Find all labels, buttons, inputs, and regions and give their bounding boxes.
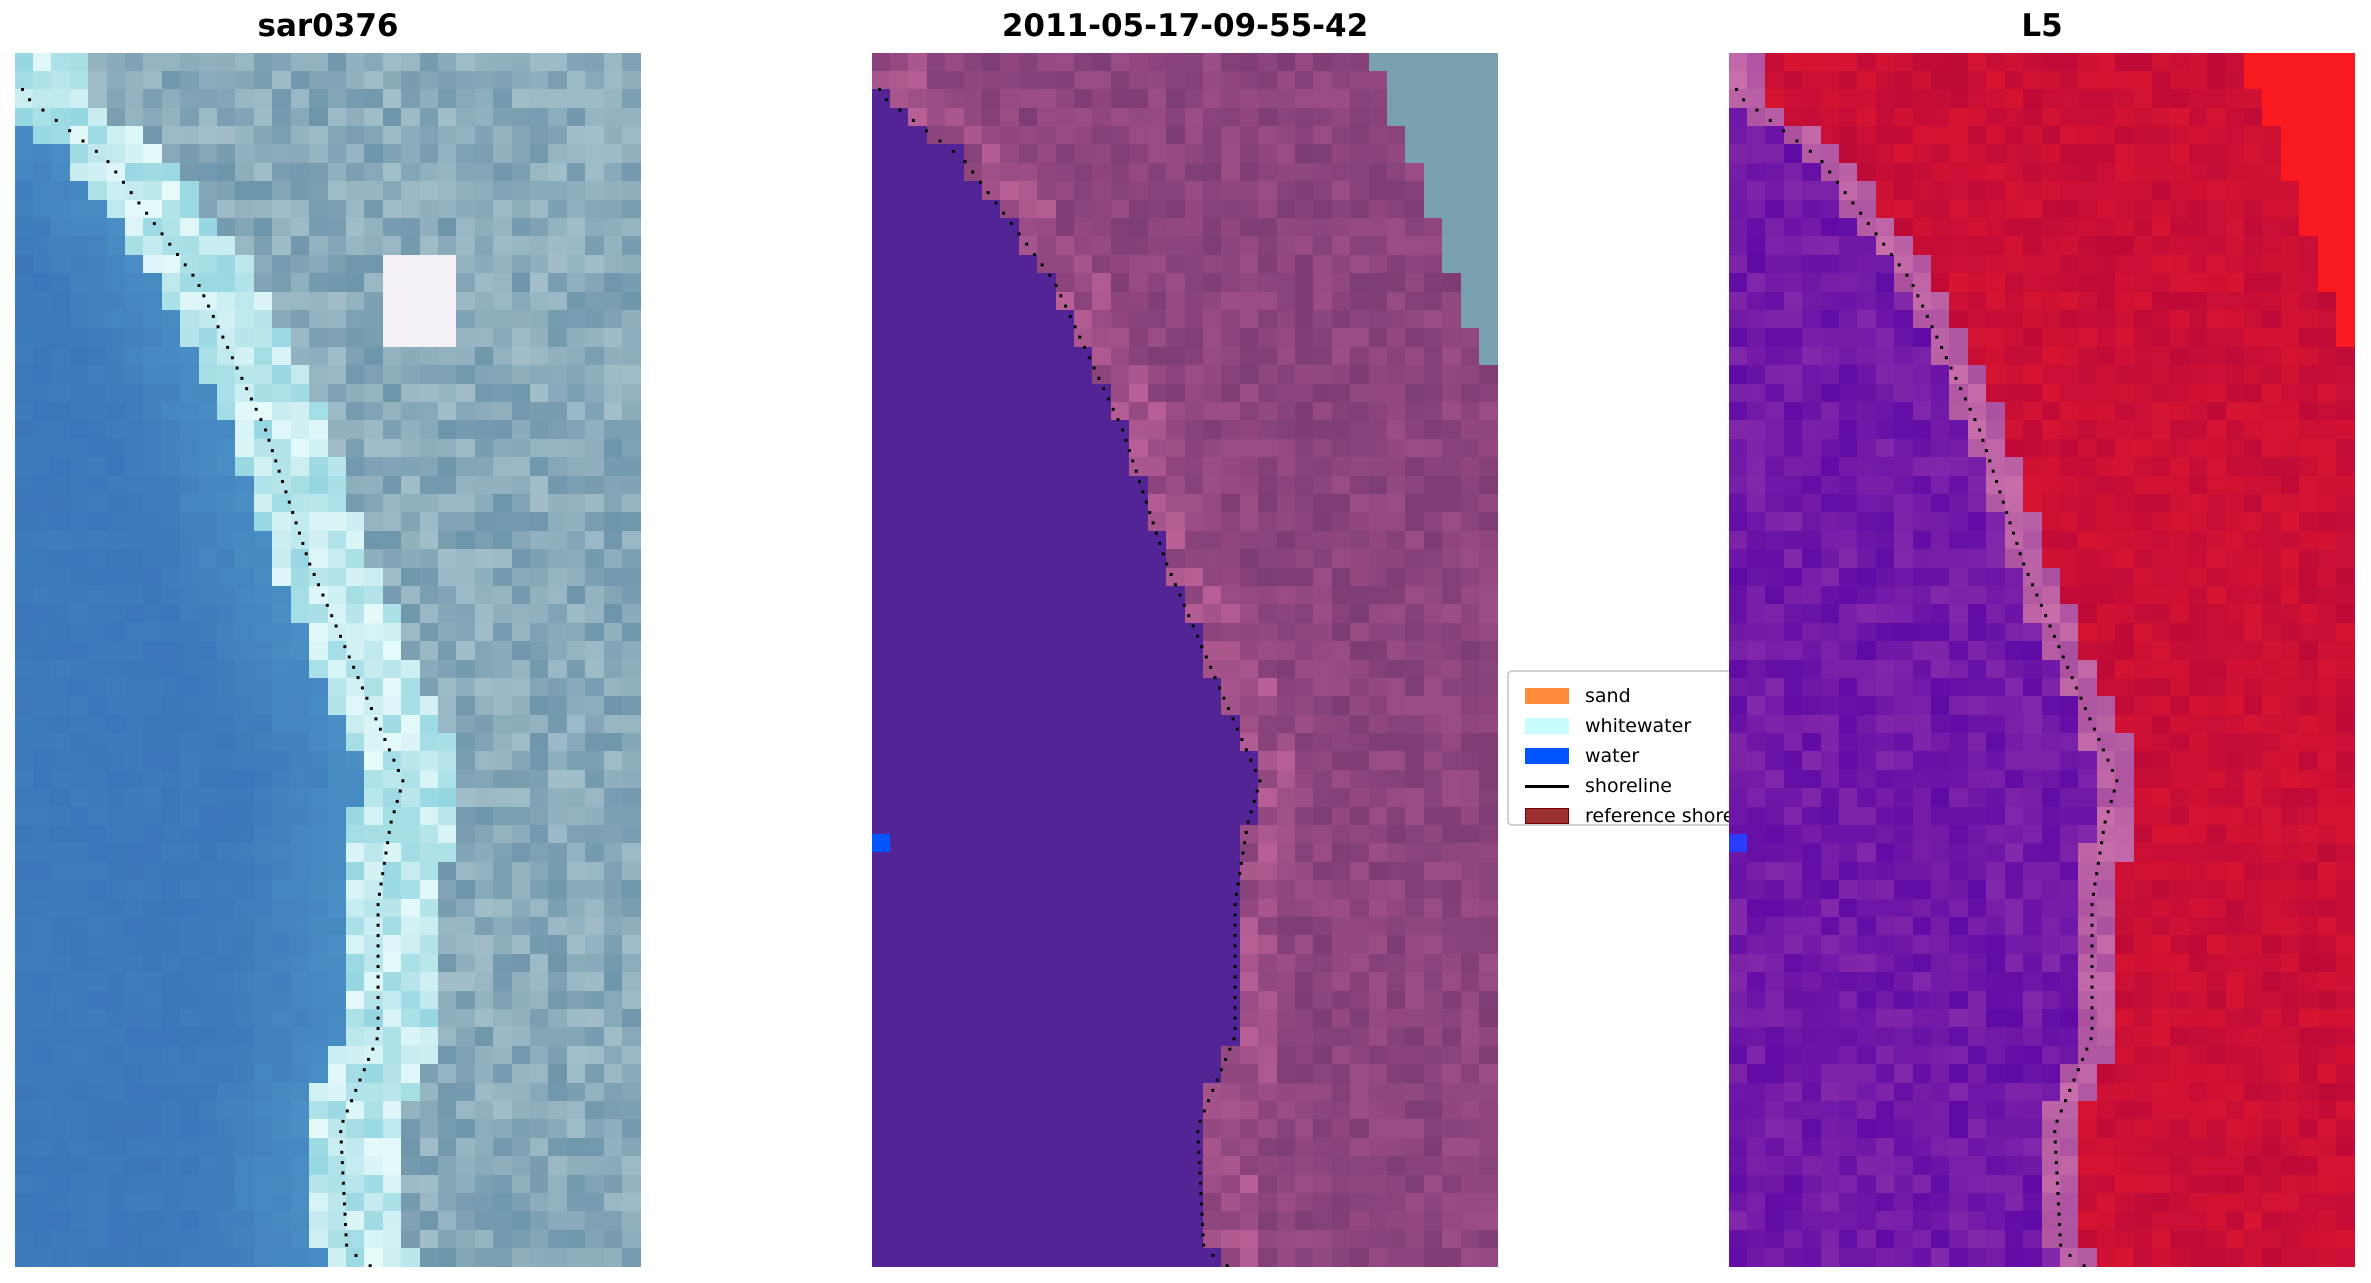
panel-title-classified: 2011-05-17-09-55-42 — [1001, 8, 1369, 44]
legend-label: reference shoreline — [1585, 805, 1769, 827]
panel-title-rgb: sar0376 — [257, 8, 399, 44]
index-image — [1729, 53, 2355, 1267]
reference-shoreline-swatch — [1525, 808, 1569, 824]
legend-item-whitewater: whitewater — [1525, 713, 1691, 739]
legend-item-sand: sand — [1525, 683, 1631, 709]
legend-label: water — [1585, 745, 1640, 767]
shoreline-line-swatch — [1525, 784, 1569, 788]
legend-item-water: water — [1525, 743, 1639, 769]
rgb-image-panel — [15, 53, 641, 1267]
classified-image — [872, 53, 1498, 1267]
sand-swatch — [1525, 688, 1569, 704]
classified-image-panel — [872, 53, 1498, 1267]
panel-title-index: L5 — [2021, 8, 2063, 44]
legend-label: whitewater — [1585, 715, 1692, 737]
legend-item-reference-shoreline: reference shoreline — [1525, 803, 1769, 829]
index-image-panel — [1729, 53, 2355, 1267]
whitewater-swatch — [1525, 718, 1569, 734]
legend-item-shoreline: shoreline — [1525, 773, 1672, 799]
water-swatch — [1525, 748, 1569, 764]
legend-label: sand — [1585, 685, 1631, 707]
legend-label: shoreline — [1585, 775, 1672, 797]
rgb-image — [15, 53, 641, 1267]
